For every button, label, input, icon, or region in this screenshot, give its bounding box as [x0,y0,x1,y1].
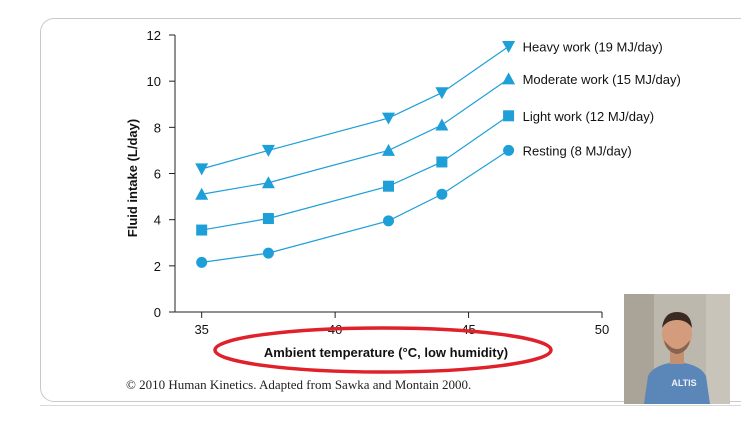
data-point [196,224,208,236]
series-line [201,115,509,231]
slide-divider [40,405,741,406]
legend-entry: Resting (8 MJ/day) [523,143,632,158]
data-point [502,72,516,85]
legend-entry: Moderate work (15 MJ/day) [523,72,681,87]
webcam-shirt-text: ALTIS [671,378,696,388]
y-tick-label: 0 [154,305,161,320]
data-point [383,215,394,227]
data-point [262,247,274,259]
data-point [261,144,275,157]
chart-series [195,41,516,268]
y-tick-label: 8 [154,120,161,135]
legend-entry: Light work (12 MJ/day) [523,109,655,124]
data-point [435,118,449,131]
x-axis-highlight-circle [213,326,553,374]
data-point [195,187,209,200]
data-point [382,112,395,125]
y-tick-label: 6 [154,167,161,182]
legend-entry: Heavy work (19 MJ/day) [523,40,663,55]
data-point [435,87,449,100]
x-tick-label: 50 [595,322,609,337]
y-axis-label: Fluid intake (L/day) [125,119,140,237]
series-line [201,149,509,263]
data-point [436,156,448,168]
series-line [201,78,509,195]
x-tick-label: 35 [194,322,208,337]
x-axis-label: Ambient temperature (°C, low humidity) [264,345,508,360]
y-tick-label: 12 [147,28,161,43]
data-point [502,41,516,54]
y-tick-label: 10 [147,74,161,89]
data-point [382,143,395,156]
data-point [503,144,515,156]
data-point [196,256,208,268]
data-point [262,213,274,225]
series-line [201,46,509,170]
chart-legend: Heavy work (19 MJ/day) Moderate work (15 … [523,40,681,159]
data-point [383,180,394,192]
data-point [195,163,209,176]
slide-frame [40,18,741,402]
copyright-credit: © 2010 Human Kinetics. Adapted from Sawk… [126,377,472,392]
data-point [436,188,448,200]
y-tick-label: 4 [154,213,161,228]
data-point [503,110,515,122]
data-point [261,176,275,189]
presenter-webcam: ALTIS [624,294,730,404]
y-tick-label: 2 [154,259,161,274]
